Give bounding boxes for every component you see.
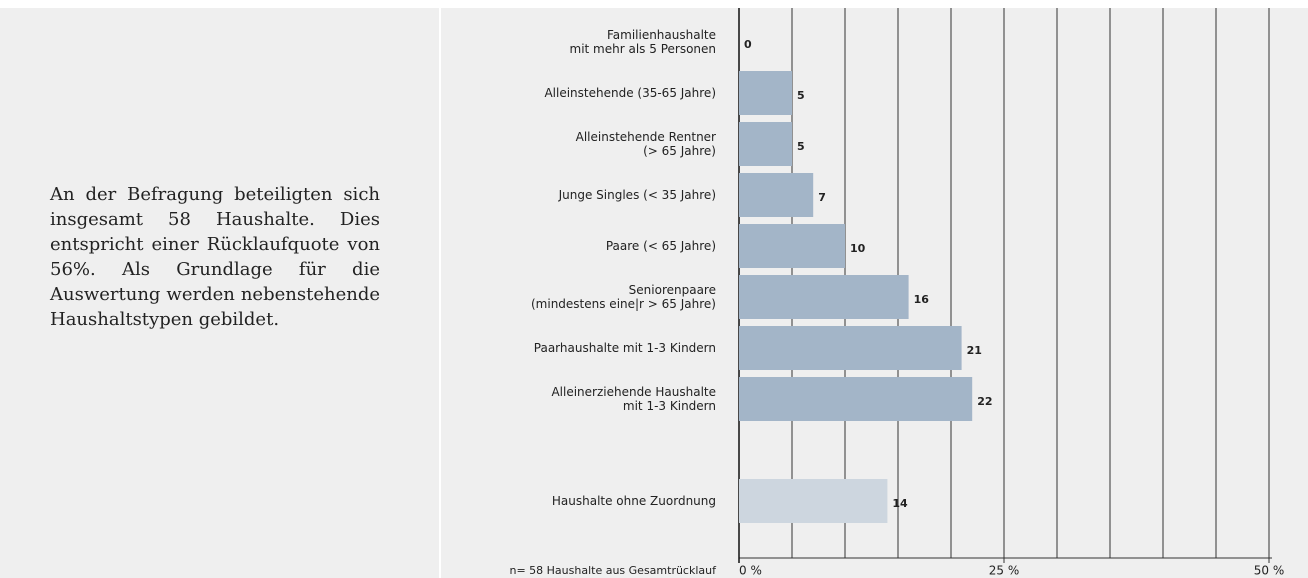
label-line: mit 1-3 Kindern bbox=[623, 399, 716, 413]
label-line: Junge Singles (< 35 Jahre) bbox=[558, 188, 716, 202]
value-label: 5 bbox=[797, 89, 805, 102]
label-line: Paarhaushalte mit 1-3 Kindern bbox=[534, 341, 716, 355]
bar bbox=[739, 71, 792, 115]
bar bbox=[739, 173, 814, 217]
category-label: Haushalte ohne Zuordnung bbox=[552, 494, 716, 508]
category-label: Seniorenpaare (mindestens eine|r > 65 Jah… bbox=[531, 283, 716, 311]
label-line: Paare (< 65 Jahre) bbox=[606, 239, 716, 253]
value-label: 14 bbox=[892, 497, 908, 510]
label-line: Seniorenpaare bbox=[629, 283, 716, 297]
bar bbox=[739, 122, 792, 166]
value-label: 16 bbox=[914, 293, 930, 306]
value-label: 10 bbox=[850, 242, 866, 255]
label-line: mit mehr als 5 Personen bbox=[570, 42, 716, 56]
description: An der Befragung beteiligten sich insges… bbox=[50, 184, 380, 330]
left-panel bbox=[0, 8, 439, 578]
category-label: Paare (< 65 Jahre) bbox=[606, 239, 716, 253]
value-label: 21 bbox=[967, 344, 982, 357]
bar bbox=[739, 224, 845, 268]
label-line: Alleinstehende (35-65 Jahre) bbox=[544, 86, 716, 100]
label-line: Haushalte ohne Zuordnung bbox=[552, 494, 716, 508]
x-tick-label: 50 % bbox=[1254, 564, 1285, 578]
category-label: Alleinerziehende Haushalte mit 1-3 Kinder… bbox=[551, 385, 716, 413]
bar bbox=[739, 479, 888, 523]
category-label: Paarhaushalte mit 1-3 Kindern bbox=[534, 341, 716, 355]
footnote: n= 58 Haushalte aus Gesamtrücklauf bbox=[509, 564, 717, 577]
category-label: Alleinstehende Rentner (> 65 Jahre) bbox=[576, 130, 716, 158]
bar bbox=[739, 326, 962, 370]
x-tick-label: 25 % bbox=[989, 564, 1020, 578]
category-label: Alleinstehende (35-65 Jahre) bbox=[544, 86, 716, 100]
bar bbox=[739, 275, 909, 319]
label-line: (> 65 Jahre) bbox=[643, 144, 716, 158]
x-tick-label: 0 % bbox=[739, 564, 762, 578]
label-line: Alleinerziehende Haushalte bbox=[551, 385, 716, 399]
value-label: 5 bbox=[797, 140, 805, 153]
value-label: 7 bbox=[818, 191, 826, 204]
label-line: Familienhaushalte bbox=[607, 28, 716, 42]
category-label: Junge Singles (< 35 Jahre) bbox=[558, 188, 716, 202]
value-label: 22 bbox=[977, 395, 992, 408]
bar bbox=[739, 377, 973, 421]
value-label: 0 bbox=[744, 38, 752, 51]
label-line: (mindestens eine|r > 65 Jahre) bbox=[531, 297, 716, 311]
category-label: Familienhaushalte mit mehr als 5 Personen bbox=[570, 28, 716, 56]
label-line: Alleinstehende Rentner bbox=[576, 130, 716, 144]
